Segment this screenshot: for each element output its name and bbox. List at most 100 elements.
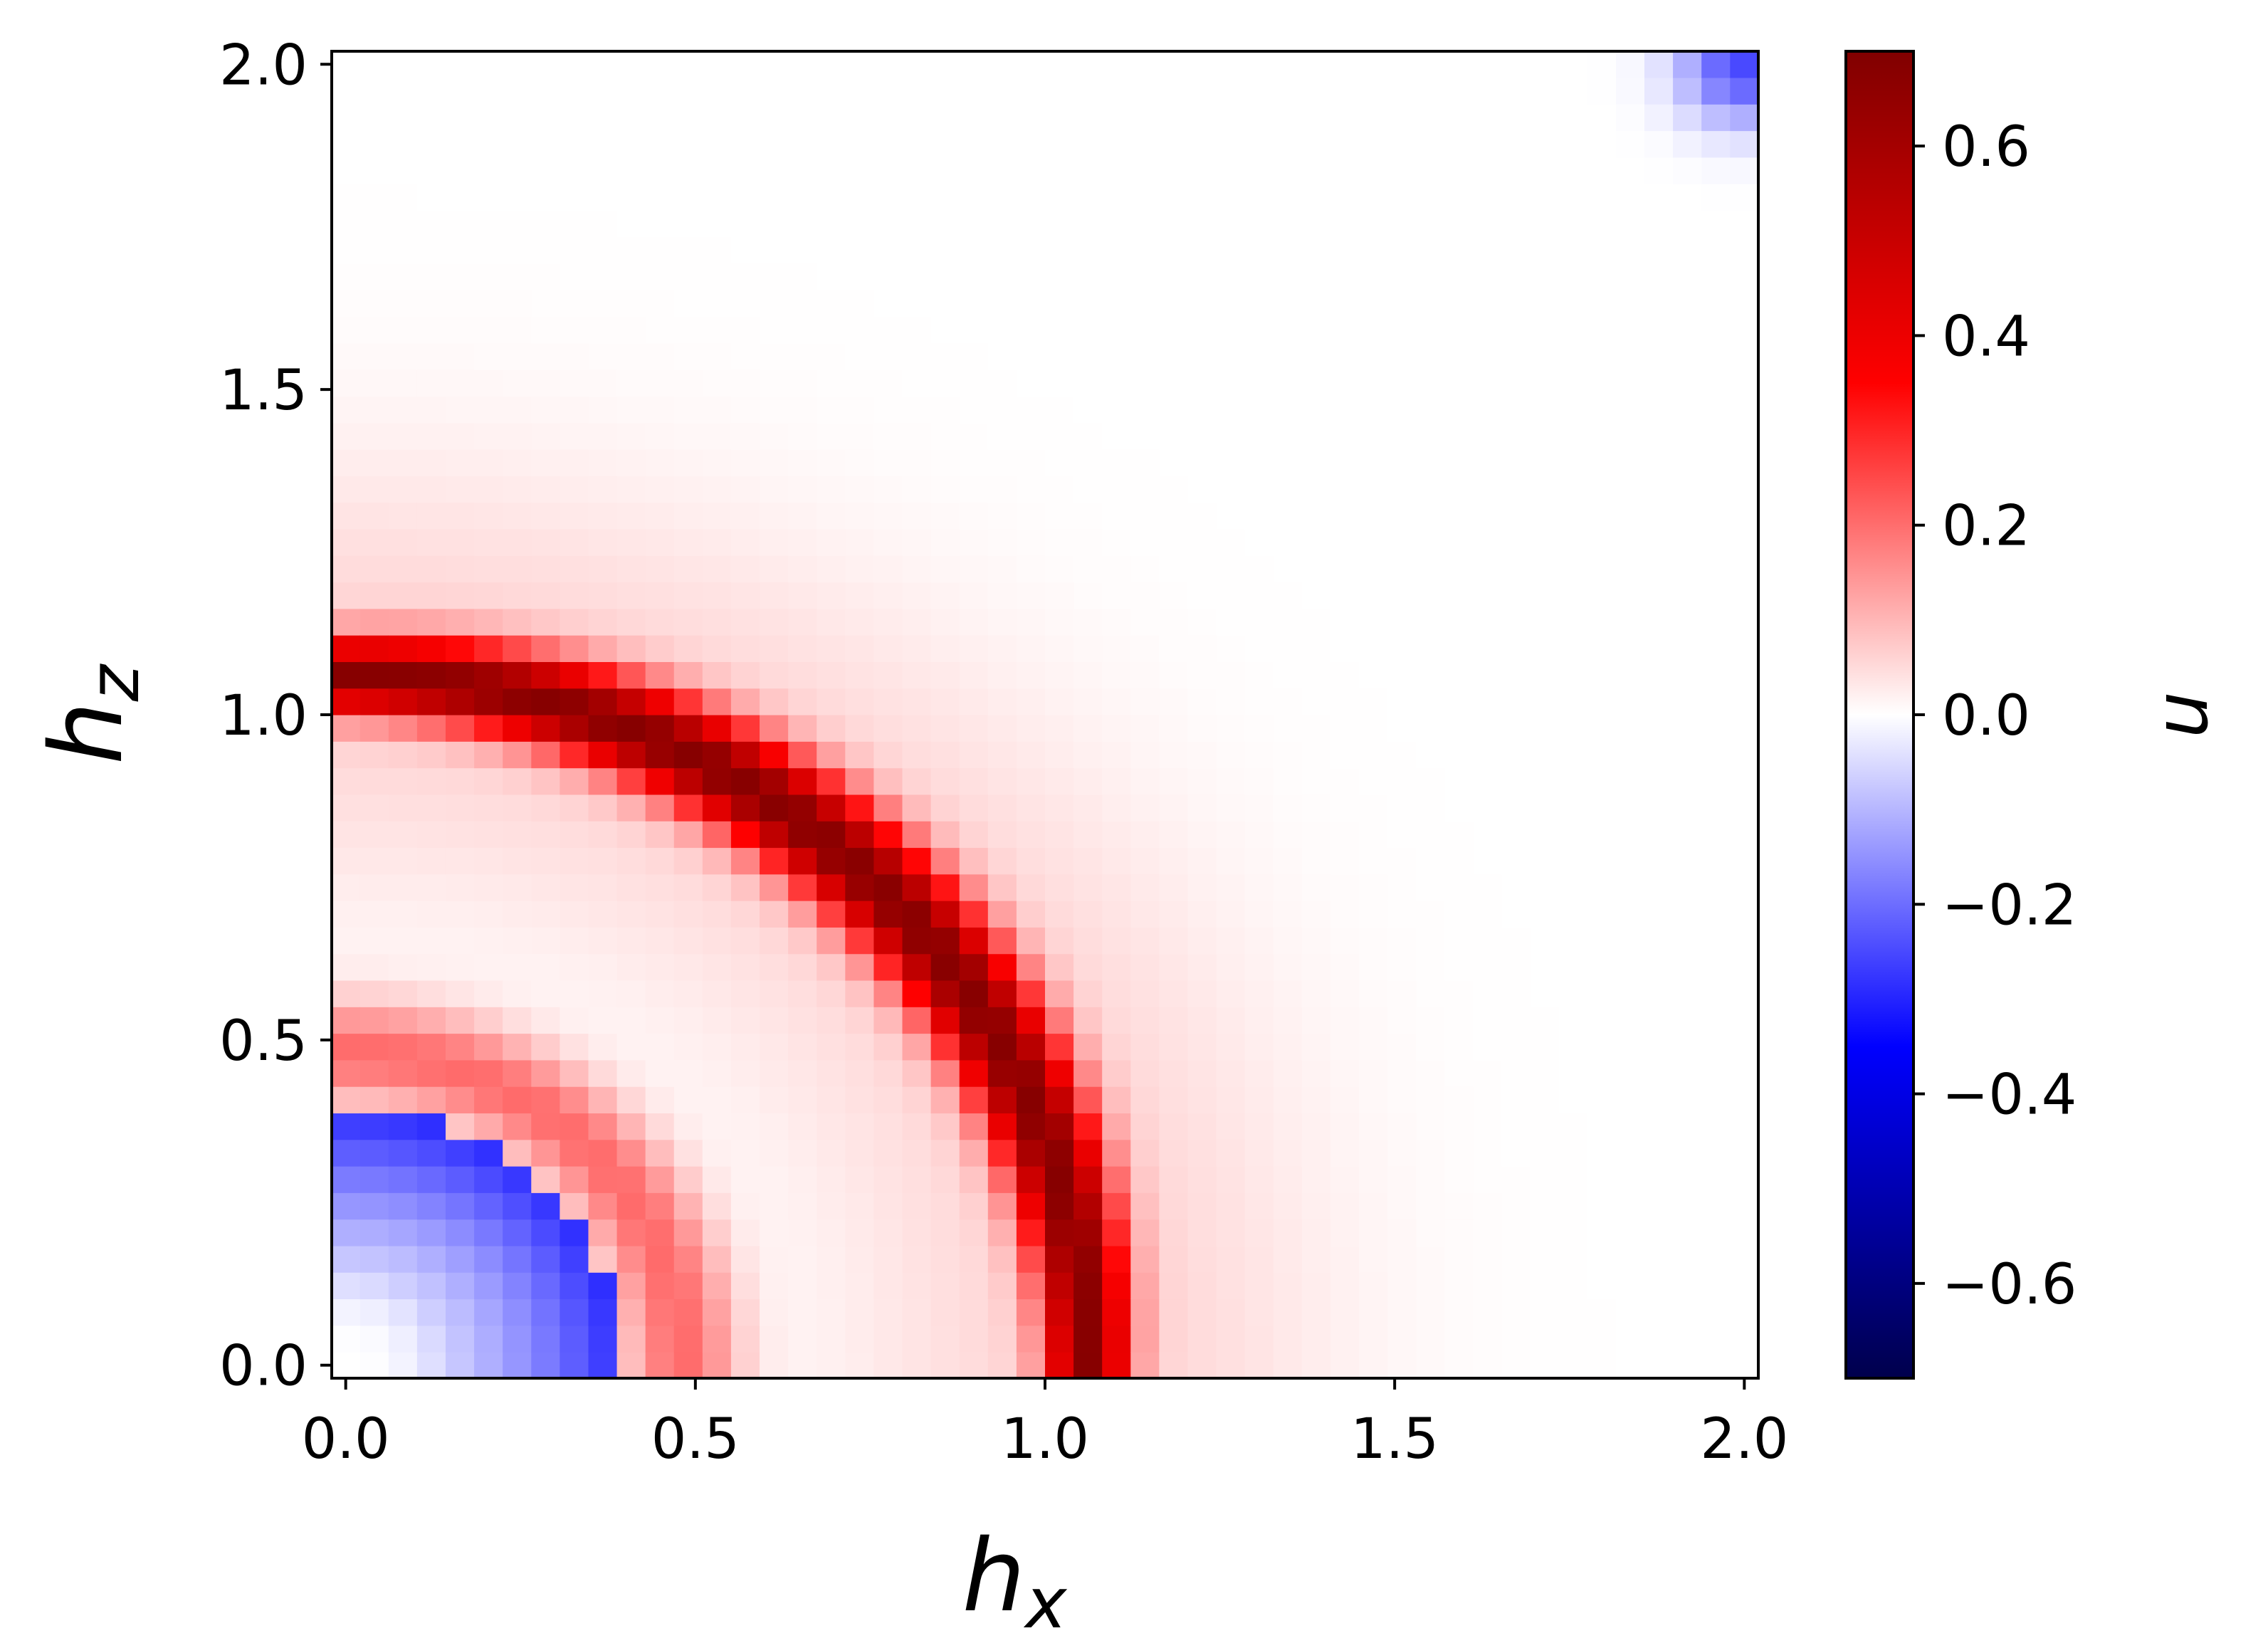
heatmap-cell [1501,77,1531,105]
heatmap-cell [873,290,903,317]
heatmap-cell [474,1298,503,1326]
heatmap-cell [474,1219,503,1247]
heatmap-cell [1473,502,1503,530]
heatmap-cell [1644,1298,1674,1326]
heatmap-cell [1187,1352,1217,1378]
heatmap-cell [1130,1086,1160,1114]
heatmap-cell [1102,767,1131,795]
heatmap-cell [730,1059,760,1087]
heatmap-cell [730,1007,760,1034]
heatmap-cell [1045,1352,1074,1378]
heatmap-cell [1387,290,1417,317]
heatmap-cell [902,316,932,344]
heatmap-cell [1701,1139,1731,1167]
heatmap-cell [1558,873,1588,901]
heatmap-cell [1016,1139,1046,1167]
heatmap-cell [1216,1298,1246,1326]
heatmap-cell [1730,1059,1758,1087]
heatmap-cell [673,980,703,1007]
heatmap-cell [817,1352,846,1378]
heatmap-cell [1359,582,1388,609]
heatmap-cell [1673,476,1702,503]
heatmap-cell [1330,77,1360,105]
heatmap-cell [560,1272,589,1300]
heatmap-cell [1644,873,1674,901]
heatmap-cell [388,901,418,928]
heatmap-cell [1473,688,1503,715]
heatmap-cell [616,210,646,238]
heatmap-cell [987,635,1017,663]
heatmap-cell [760,77,789,105]
heatmap-cell [1330,1113,1360,1140]
heatmap-cell [1330,767,1360,795]
heatmap-cell [1130,369,1160,397]
heatmap-cell [388,582,418,609]
heatmap-cell [332,1139,361,1167]
heatmap-cell [817,901,846,928]
heatmap-cell [1444,901,1474,928]
heatmap-cell [1416,847,1445,875]
heatmap-cell [987,130,1017,158]
heatmap-cell [359,157,389,184]
heatmap-cell [1159,369,1189,397]
heatmap-cell [760,927,789,955]
heatmap-cell [1187,1113,1217,1140]
heatmap-cell [673,1059,703,1087]
heatmap-cell [845,1033,875,1061]
heatmap-cell [1045,794,1074,822]
heatmap-cell [1216,422,1246,450]
heatmap-cell [616,794,646,822]
heatmap-cell [445,715,475,742]
heatmap-cell [1216,1219,1246,1247]
x-tick-label: 2.0 [1700,1407,1788,1471]
heatmap-cell [1501,502,1531,530]
heatmap-cell [702,316,732,344]
heatmap-cell [1501,767,1531,795]
heatmap-cell [845,51,875,78]
heatmap-cell [445,342,475,370]
heatmap-cell [987,582,1017,609]
heatmap-cell [645,449,675,476]
heatmap-cell [1244,980,1274,1007]
heatmap-cell [1359,157,1388,184]
heatmap-cell [503,1033,532,1061]
heatmap-cell [359,130,389,158]
heatmap-cell [1558,528,1588,556]
heatmap-cell [1701,1166,1731,1193]
heatmap-cell [1016,316,1046,344]
heatmap-cell [930,369,960,397]
heatmap-cell [1644,821,1674,849]
heatmap-cell [817,1139,846,1167]
heatmap-cell [1587,316,1617,344]
heatmap-cell [702,1352,732,1378]
heatmap-cell [1330,635,1360,663]
heatmap-cell [1045,1325,1074,1353]
heatmap-cell [645,1086,675,1114]
heatmap-cell [388,476,418,503]
heatmap-cell [930,1192,960,1220]
heatmap-cell [1615,502,1645,530]
heatmap-cell [902,688,932,715]
heatmap-cell [1159,953,1189,981]
heatmap-cell [817,1192,846,1220]
heatmap-cell [474,927,503,955]
heatmap-cell [702,661,732,689]
heatmap-cell [1073,767,1103,795]
heatmap-cell [959,635,989,663]
heatmap-cell [560,901,589,928]
heatmap-cell [1244,1033,1274,1061]
heatmap-cell [817,794,846,822]
heatmap-cell [1387,980,1417,1007]
heatmap-cell [1016,104,1046,132]
heatmap-cell [1730,1113,1758,1140]
heatmap-cell [1444,794,1474,822]
heatmap-cell [817,236,846,264]
heatmap-cell [1587,528,1617,556]
heatmap-cell [873,1059,903,1087]
heatmap-cell [1701,1033,1731,1061]
heatmap-cell [873,51,903,78]
heatmap-cell [1587,688,1617,715]
heatmap-cell [1558,77,1588,105]
heatmap-cell [1159,130,1189,158]
heatmap-cell [645,157,675,184]
